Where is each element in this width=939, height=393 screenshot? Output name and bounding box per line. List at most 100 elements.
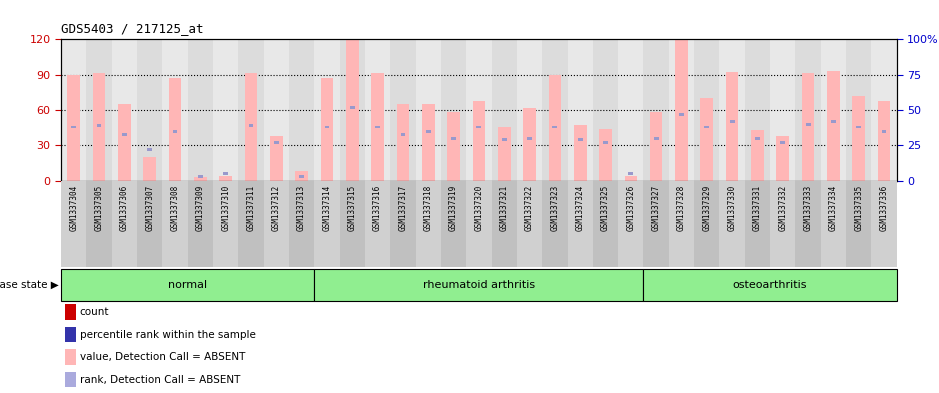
Bar [643,181,669,267]
Text: GSM1337335: GSM1337335 [854,185,863,231]
Bar [831,120,836,123]
Bar [365,39,391,181]
Bar [827,71,839,181]
Text: GSM1337327: GSM1337327 [652,185,661,231]
Bar [878,101,890,181]
Bar [669,181,694,267]
Bar [137,39,162,181]
Bar [643,39,669,181]
Bar [719,181,745,267]
Bar [422,104,435,181]
Bar [567,181,593,267]
Bar [770,181,795,267]
Bar [68,75,80,181]
Text: GSM1337316: GSM1337316 [373,185,382,231]
Bar [548,75,562,181]
Text: GSM1337331: GSM1337331 [753,185,762,231]
Bar [719,39,745,181]
Bar [169,78,181,181]
Text: GSM1337304: GSM1337304 [69,185,78,231]
FancyBboxPatch shape [61,269,315,301]
Bar [679,113,684,116]
Bar [650,112,663,181]
Bar [245,73,257,181]
Bar [300,175,304,178]
Text: rheumatoid arthritis: rheumatoid arthritis [423,280,535,290]
Bar [552,125,557,129]
FancyBboxPatch shape [643,269,897,301]
Bar [593,181,618,267]
Bar [147,148,152,151]
Bar [188,181,213,267]
Bar [654,137,658,140]
Bar [391,181,416,267]
Bar [476,125,482,129]
Bar [198,175,203,178]
Bar [628,172,633,175]
Bar [853,96,865,181]
Bar [137,181,162,267]
Text: GSM1337317: GSM1337317 [398,185,408,231]
Bar [315,181,340,267]
Text: GSM1337310: GSM1337310 [222,185,230,231]
Bar [173,130,177,133]
Bar [112,39,137,181]
Text: GSM1337333: GSM1337333 [804,185,812,231]
Bar [882,130,886,133]
Bar [846,39,871,181]
Bar [122,132,127,136]
Text: GSM1337306: GSM1337306 [120,185,129,231]
Bar [162,181,188,267]
Text: GSM1337329: GSM1337329 [702,185,712,231]
Bar [447,112,460,181]
Bar [618,181,643,267]
Bar [346,39,359,181]
Bar [745,181,770,267]
Text: GSM1337318: GSM1337318 [423,185,433,231]
Bar [239,181,264,267]
Bar [542,39,567,181]
Bar [61,39,86,181]
Bar [441,39,467,181]
Bar [144,157,156,181]
Bar [340,39,365,181]
Bar [523,108,536,181]
Bar [618,39,643,181]
Bar [239,39,264,181]
Bar [751,130,763,181]
Bar [295,171,308,181]
Bar [441,181,467,267]
Bar [396,104,409,181]
Text: GSM1337305: GSM1337305 [95,185,103,231]
Bar [593,39,618,181]
Bar [93,73,105,181]
Text: GSM1337330: GSM1337330 [728,185,736,231]
Bar [340,181,365,267]
Bar [821,39,846,181]
Bar [325,125,330,129]
Text: normal: normal [168,280,208,290]
Bar [425,130,431,133]
Text: disease state ▶: disease state ▶ [0,280,59,290]
Text: GSM1337320: GSM1337320 [474,185,484,231]
Bar [223,172,228,175]
Bar [694,39,719,181]
Bar [846,181,871,267]
Bar [86,39,112,181]
Bar [194,177,207,181]
Bar [365,181,391,267]
Bar [624,176,638,181]
Bar [730,120,734,123]
Bar [112,181,137,267]
Bar [65,349,76,365]
Bar [249,124,254,127]
Text: value, Detection Call = ABSENT: value, Detection Call = ABSENT [80,352,245,362]
Text: rank, Detection Call = ABSENT: rank, Detection Call = ABSENT [80,375,240,385]
Bar [516,181,542,267]
Bar [806,123,810,126]
Text: GSM1337319: GSM1337319 [449,185,458,231]
Text: GSM1337326: GSM1337326 [626,185,636,231]
Bar [542,181,567,267]
Bar [213,39,239,181]
Bar [220,176,232,181]
